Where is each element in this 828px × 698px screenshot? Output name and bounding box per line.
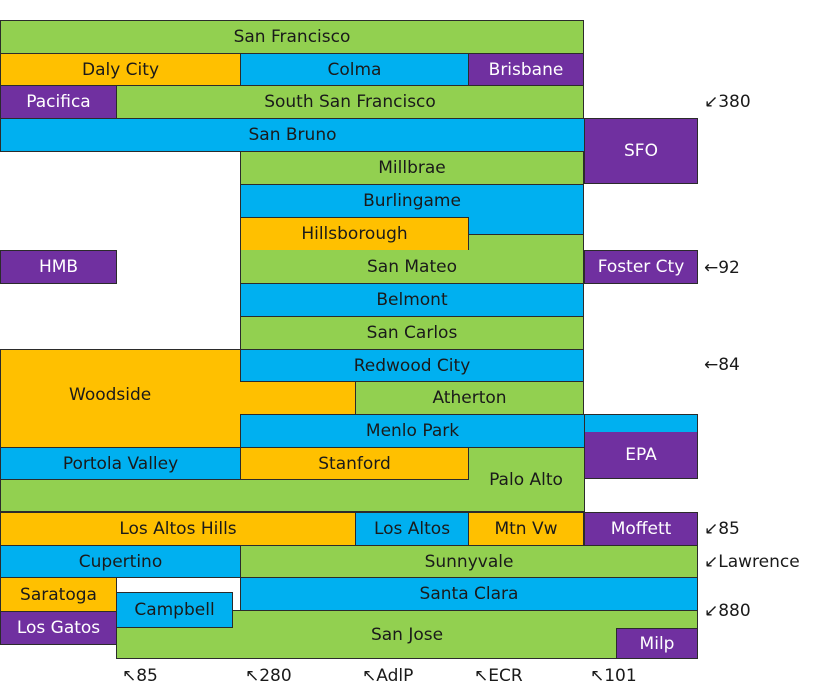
road-84-label: ←84 — [704, 355, 740, 375]
city-label: Brisbane — [488, 59, 564, 80]
road-ecr-label: ↖ECR — [474, 666, 523, 686]
city-campbell: Campbell — [116, 592, 233, 628]
city-san-bruno: San Bruno — [0, 118, 585, 152]
city-brisbane: Brisbane — [468, 53, 584, 86]
city-saratoga: Saratoga — [0, 577, 117, 612]
city-label: Hillsborough — [301, 224, 408, 244]
city-label: Burlingame — [363, 191, 461, 211]
city-label: Campbell — [134, 600, 215, 620]
city-label: Portola Valley — [62, 453, 179, 474]
city-menlo-park: Menlo Park — [240, 414, 585, 448]
city-san-mateo: San Mateo — [240, 250, 584, 284]
city-stanford: Stanford — [240, 447, 469, 480]
road-280-label: ↖280 — [245, 666, 292, 686]
city-santa-clara: Santa Clara — [240, 577, 698, 611]
city-cupertino: Cupertino — [0, 545, 241, 578]
city-pacifica: Pacifica — [0, 85, 117, 119]
city-hmb: HMB — [0, 250, 117, 284]
city-label: SFO — [624, 141, 658, 161]
city-label: Moffett — [610, 519, 672, 539]
city-label: Colma — [327, 59, 382, 80]
road-adlp-label: ↖AdlP — [362, 666, 414, 686]
city-label: Los Gatos — [16, 618, 101, 638]
city-milpitas: Milp — [616, 628, 698, 659]
city-label: Mtn Vw — [494, 519, 558, 539]
city-label: Los Altos Hills — [119, 519, 237, 539]
city-hillsborough: Hillsborough — [240, 217, 469, 251]
city-sunnyvale: Sunnyvale — [240, 545, 698, 578]
city-mtn-vw: Mtn Vw — [468, 512, 584, 546]
city-label: Belmont — [376, 290, 448, 310]
city-epa: EPA — [584, 430, 698, 479]
city-los-altos: Los Altos — [355, 512, 469, 546]
city-los-altos-hills: Los Altos Hills — [0, 512, 356, 546]
road-92-label: ←92 — [704, 258, 740, 278]
road-880-label: ↙880 — [704, 601, 751, 621]
city-atherton: Atherton — [355, 381, 584, 415]
city-label: San Bruno — [248, 125, 337, 145]
city-label: Millbrae — [378, 158, 446, 178]
city-moffett: Moffett — [584, 512, 698, 546]
city-label: HMB — [38, 257, 79, 277]
city-label: EPA — [625, 444, 657, 465]
road-lawrence-label: ↙Lawrence — [704, 552, 800, 572]
city-label: Saratoga — [20, 584, 97, 605]
city-label: Menlo Park — [365, 421, 460, 441]
city-label: Milp — [639, 633, 675, 654]
city-foster-city: Foster Cty — [584, 250, 698, 284]
city-label: Daly City — [81, 59, 159, 80]
city-label: Woodside — [69, 385, 152, 405]
city-redwood-city: Redwood City — [240, 349, 584, 382]
city-sfo: SFO — [584, 118, 698, 184]
city-label: Los Altos — [373, 519, 451, 539]
city-label: Foster Cty — [597, 257, 685, 277]
city-label: Atherton — [432, 388, 507, 408]
city-south-san-francisco: South San Francisco — [116, 85, 584, 119]
city-san-francisco: San Francisco — [0, 20, 584, 54]
road-101-label: ↖101 — [590, 666, 637, 686]
city-label: Redwood City — [353, 355, 471, 376]
city-label: San Jose — [370, 624, 444, 645]
city-label: San Mateo — [367, 256, 457, 277]
city-label: Palo Alto — [489, 469, 563, 490]
city-belmont: Belmont — [240, 283, 584, 317]
road-380-label: ↙380 — [704, 92, 751, 112]
city-label: San Carlos — [366, 323, 458, 343]
city-label: Sunnyvale — [424, 551, 514, 572]
city-label: South San Francisco — [264, 92, 436, 112]
city-label: Stanford — [318, 453, 391, 474]
city-millbrae: Millbrae — [240, 151, 584, 185]
road-85-label: ↙85 — [704, 519, 740, 539]
city-san-mateo-upper — [468, 234, 584, 252]
city-label: Cupertino — [78, 551, 163, 572]
city-palo-alto: Palo Alto — [468, 447, 585, 512]
city-portola-valley: Portola Valley — [0, 447, 241, 480]
city-san-carlos: San Carlos — [240, 316, 584, 350]
city-label: Santa Clara — [419, 584, 519, 604]
city-daly-city: Daly City — [0, 53, 241, 86]
city-colma: Colma — [240, 53, 469, 86]
city-label: San Francisco — [233, 27, 351, 47]
city-label: Pacifica — [26, 92, 91, 112]
city-los-gatos: Los Gatos — [0, 611, 117, 645]
road-85-bottom-label: ↖85 — [122, 666, 158, 686]
